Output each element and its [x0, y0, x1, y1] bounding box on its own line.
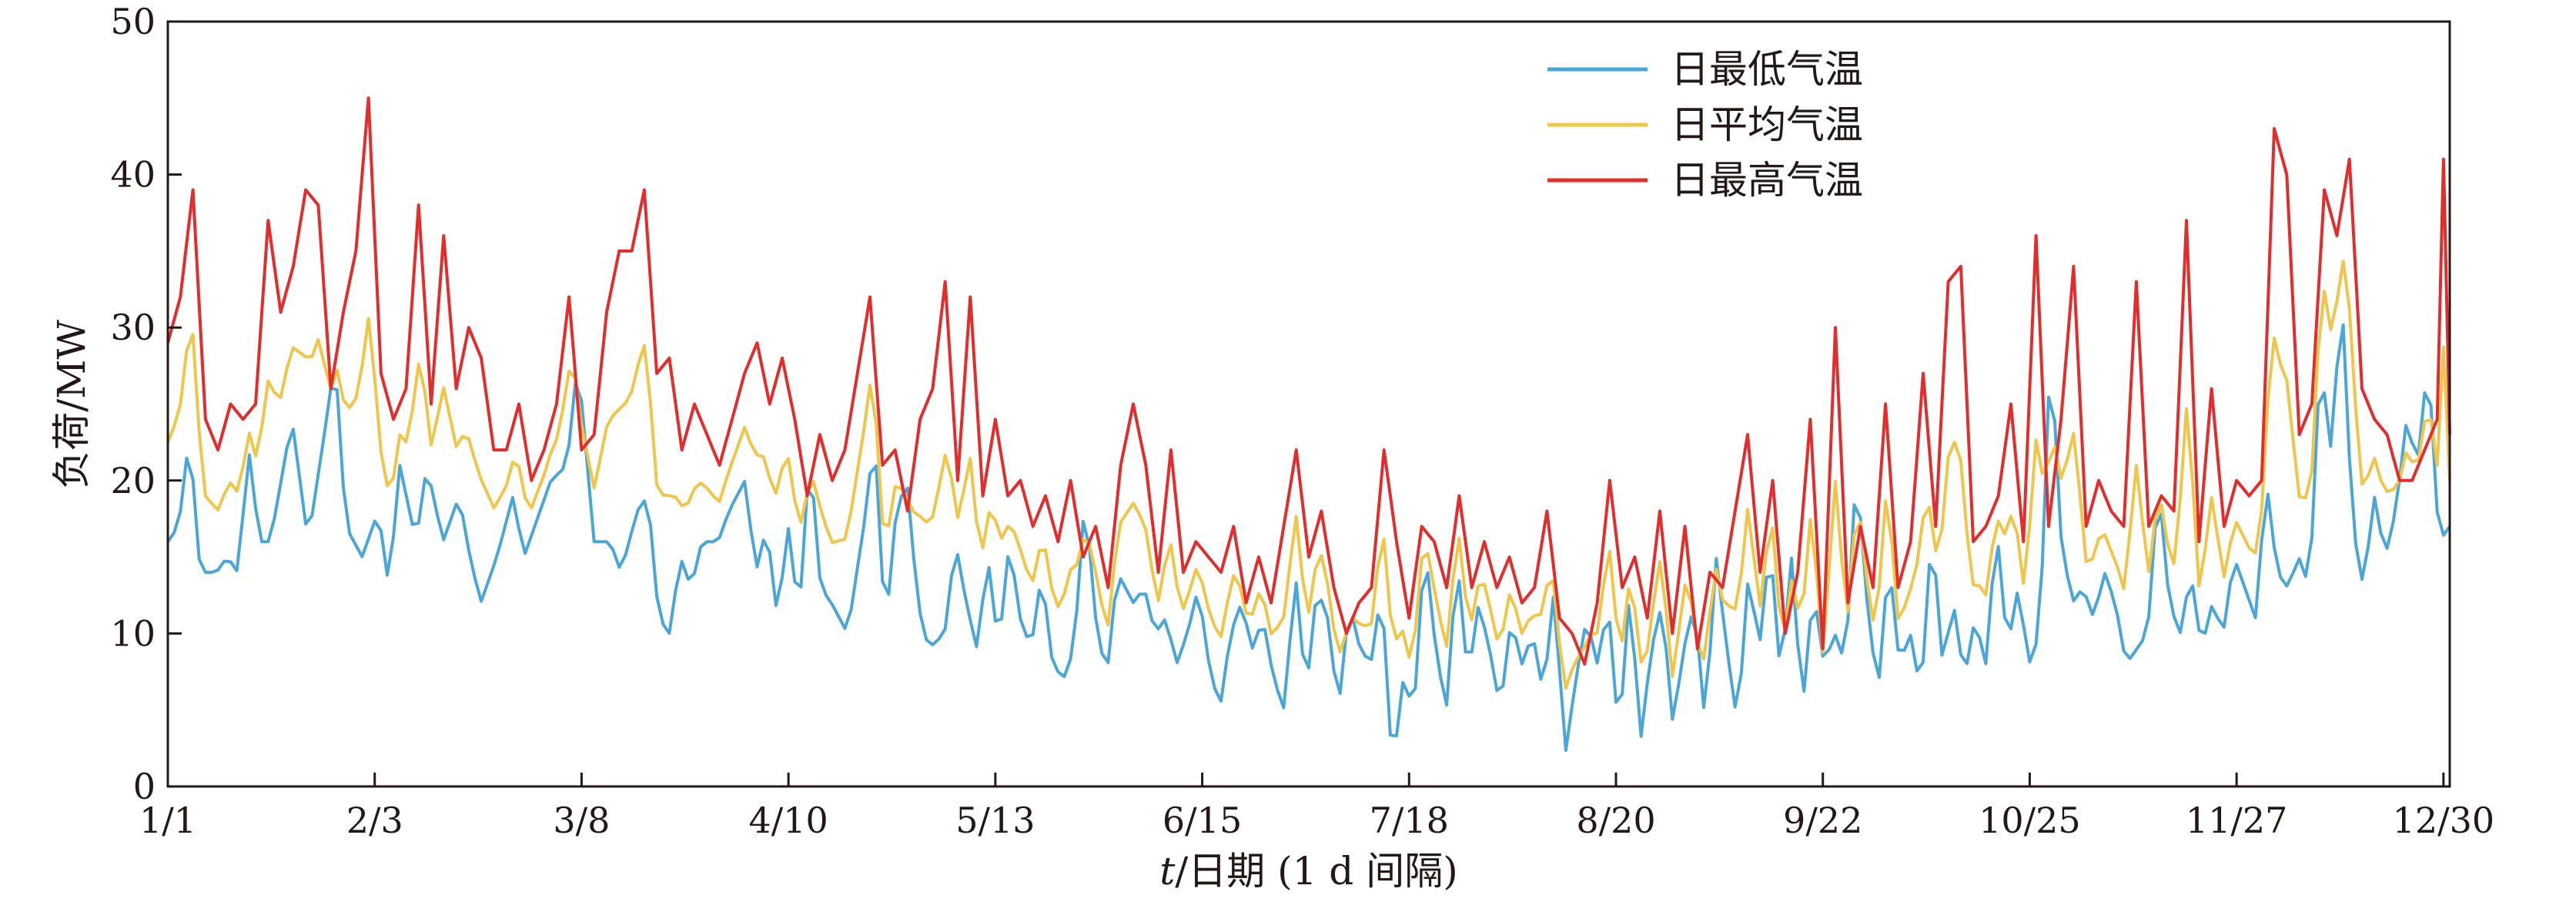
x-tick-label: 12/30	[2393, 800, 2495, 841]
x-tick-label: 9/22	[1783, 800, 1862, 841]
y-axis: 0 10 20 30 40 50	[110, 1, 182, 807]
x-tick-label: 1/1	[139, 800, 196, 841]
series-line-daily-max	[166, 96, 2451, 666]
x-tick-label: 10/25	[1979, 800, 2081, 841]
legend-label: 日最高气温	[1671, 158, 1863, 203]
x-tick-label: 6/15	[1163, 800, 1242, 841]
y-tick-label: 0	[133, 766, 156, 807]
y-tick-label: 20	[110, 460, 156, 501]
x-tick-label: 7/18	[1370, 800, 1449, 841]
x-tick-label: 11/27	[2186, 800, 2288, 841]
x-axis: 1/1 2/3 3/8 4/10 5/13 6/15 7/18 8/20 9/22 10/25 11…	[139, 773, 2494, 841]
series-layer	[166, 96, 2451, 753]
x-axis-title: t/日期 (1 d 间隔)	[1159, 849, 1457, 894]
x-tick-label: 3/8	[553, 800, 610, 841]
x-axis-title-rest: /日期 (1 d 间隔)	[1175, 849, 1457, 894]
y-tick-label: 30	[110, 307, 156, 348]
y-tick-label: 10	[110, 612, 156, 654]
x-tick-label: 4/10	[748, 800, 828, 841]
x-tick-label: 2/3	[346, 800, 403, 841]
plot-frame	[166, 20, 2451, 788]
y-tick-label: 40	[110, 154, 156, 196]
x-tick-label: 8/20	[1576, 800, 1655, 841]
y-axis-title: 负荷/MW	[49, 320, 94, 489]
x-tick-label: 5/13	[955, 800, 1035, 841]
legend-label: 日最低气温	[1671, 47, 1863, 92]
series-line-daily-min	[166, 323, 2451, 753]
x-axis-title-var: t	[1159, 849, 1176, 894]
y-tick-label: 50	[110, 1, 156, 42]
legend-label: 日平均气温	[1671, 102, 1863, 147]
series-line-daily-mean	[166, 260, 2451, 690]
